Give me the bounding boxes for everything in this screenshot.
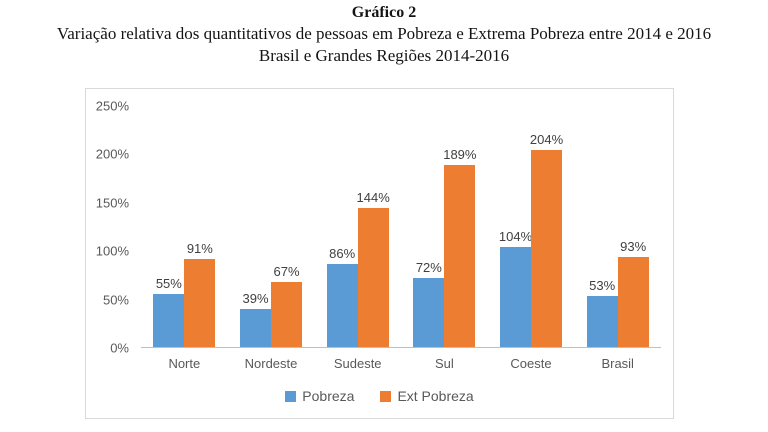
legend-label: Pobreza (302, 388, 355, 404)
ext-pobreza-bar (444, 164, 476, 347)
plot-area: 55% 91% 39% 67% 86% 144% 72% 189% 104% 204% 53% 93% (141, 106, 661, 348)
category-label-coeste: Coeste (510, 356, 552, 371)
bar-value-label: 93% (620, 239, 647, 255)
y-tick-label: 100% (95, 243, 129, 259)
bar-group-sudeste: 86% 144% (314, 106, 401, 347)
y-tick-label: 250% (95, 98, 129, 114)
bar-value-label: 189% (443, 146, 477, 162)
pobreza-bar (413, 277, 445, 347)
bar-value-label: 91% (186, 241, 213, 257)
ext-pobreza-bar (271, 282, 302, 347)
bar-value-label: 86% (329, 246, 356, 262)
bar-group-brasil: 53% 93% (574, 106, 661, 347)
pobreza-bar (586, 295, 618, 347)
y-tick-label: 50% (102, 292, 129, 308)
bar-value-label: 204% (529, 132, 564, 148)
legend-item-pobreza: Pobreza (285, 388, 354, 404)
chart-title: Gráfico 2 (351, 4, 417, 21)
bar-value-label: 53% (589, 277, 616, 293)
bar-group-coeste: 104% 204% (488, 106, 575, 347)
legend-swatch-pobreza (285, 390, 297, 402)
y-axis: 0% 50% 100% 150% 200% 250% (86, 99, 141, 356)
pobreza-bar (326, 264, 358, 347)
bar-value-label: 55% (155, 275, 182, 291)
chart-subtitle-line2: Brasil e Grandes Regiões 2014-2016 (258, 46, 510, 65)
chart-area: 0% 50% 100% 150% 200% 250% 55% 91% 39% 67% 86% 144… (85, 88, 674, 419)
legend-item-ext-pobreza: Ext Pobreza (380, 388, 474, 404)
pobreza-bar (500, 246, 532, 347)
y-tick-label: 200% (95, 146, 129, 162)
bar-value-label: 104% (498, 228, 533, 244)
bar-value-label: 72% (415, 259, 442, 275)
legend-label: Ext Pobreza (397, 388, 474, 404)
legend: Pobreza Ext Pobreza (86, 388, 673, 404)
category-label-sudeste: Sudeste (333, 356, 382, 371)
x-axis: Norte Nordeste Sudeste Sul Coeste Brasil (141, 349, 661, 371)
ext-pobreza-bar (357, 208, 389, 347)
bar-group-sul: 72% 189% (401, 106, 488, 347)
category-label-brasil: Brasil (601, 356, 634, 371)
bar-value-label: 144% (356, 190, 390, 206)
ext-pobreza-bar (184, 259, 216, 347)
y-tick-label: 150% (95, 195, 129, 211)
chart-subtitle-line1: Variação relativa dos quantitativos de p… (56, 24, 712, 43)
ext-pobreza-bar (617, 257, 649, 347)
bar-group-nordeste: 39% 67% (228, 106, 315, 347)
bar-value-label: 39% (242, 291, 269, 307)
chart-header: Gráfico 2 Variação relativa dos quantita… (0, 2, 768, 67)
category-label-sul: Sul (434, 356, 454, 371)
category-label-nordeste: Nordeste (244, 356, 298, 371)
category-label-norte: Norte (168, 356, 201, 371)
pobreza-bar (153, 293, 185, 347)
legend-swatch-ext-pobreza (380, 390, 392, 402)
ext-pobreza-bar (531, 150, 563, 347)
y-tick-label: 0% (110, 340, 129, 356)
bar-group-norte: 55% 91% (141, 106, 228, 347)
bar-value-label: 67% (273, 264, 300, 280)
pobreza-bar (240, 309, 271, 347)
